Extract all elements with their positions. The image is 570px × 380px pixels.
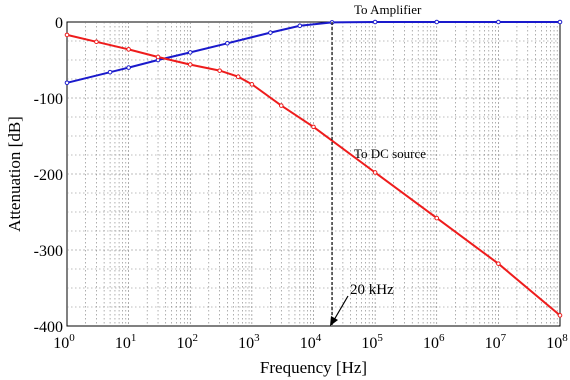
x-axis-label: Frequency [Hz] [260, 358, 367, 377]
amplifier-point [268, 30, 273, 35]
x-tick-exponent: 2 [193, 332, 199, 344]
x-tick-label: 100 [53, 332, 75, 352]
x-tick-label: 101 [115, 332, 137, 352]
x-tick-base: 10 [546, 335, 562, 352]
x-tick-base: 10 [485, 335, 501, 352]
label-to-amplifier: To Amplifier [354, 2, 422, 17]
dc-source-point [64, 32, 70, 38]
x-tick-base: 10 [177, 335, 193, 352]
x-tick-exponent: 0 [69, 332, 75, 344]
dc-source-point [155, 54, 161, 60]
arrow-head [330, 316, 338, 326]
x-tick-exponent: 6 [439, 332, 445, 344]
amplifier-point [434, 19, 440, 25]
amplifier-point [107, 69, 113, 75]
x-tick-exponent: 8 [562, 332, 568, 344]
dc-source-point [249, 82, 255, 87]
amplifier-point [64, 80, 70, 86]
dc-source-point [278, 103, 284, 108]
x-tick-label: 102 [177, 332, 199, 352]
dc-source-point [496, 261, 501, 266]
x-tick-exponent: 4 [316, 332, 322, 344]
dc-source-point [217, 68, 222, 73]
dc-source-point [235, 74, 241, 80]
label-to-dc-source: To DC source [354, 146, 426, 161]
x-tick-exponent: 3 [254, 332, 260, 344]
arrow-shaft [333, 295, 349, 321]
tick-labels: 100 101 102 103 104 105 106 107 1080-100-200-300… [34, 15, 569, 352]
grid [67, 22, 560, 326]
x-tick-base: 10 [115, 335, 131, 352]
x-tick-base: 10 [238, 335, 254, 352]
annotations: 20 kHz To Amplifier To DC source [330, 2, 426, 326]
x-tick-exponent: 5 [377, 332, 383, 344]
x-tick-label: 104 [300, 332, 322, 352]
x-tick-exponent: 7 [501, 332, 507, 344]
y-tick-label: -300 [34, 243, 63, 260]
amplifier-point [372, 19, 378, 25]
y-tick-label: -200 [34, 167, 63, 184]
amplifier-point [297, 23, 303, 29]
x-tick-base: 10 [53, 335, 69, 352]
x-tick-base: 10 [423, 335, 439, 352]
dc-source-point [187, 62, 193, 67]
amplifier-point [225, 40, 230, 46]
x-tick-base: 10 [361, 335, 377, 352]
x-tick-base: 10 [300, 335, 316, 352]
amplifier-point [496, 19, 501, 25]
dc-source-point [311, 124, 316, 130]
dc-source-point [126, 47, 131, 52]
amplifier-point [187, 50, 193, 55]
dc-source-point [372, 170, 378, 175]
x-tick-label: 106 [423, 332, 445, 352]
x-tick-exponent: 1 [131, 332, 137, 344]
y-tick-label: 0 [55, 15, 63, 32]
dc-source-point [94, 39, 99, 45]
dc-source-point [434, 215, 440, 221]
annotation-20khz: 20 kHz [350, 282, 394, 298]
x-tick-label: 108 [546, 332, 568, 352]
amplifier-point [557, 19, 563, 25]
y-axis-label: Attenuation [dB] [5, 116, 24, 232]
amplifier-point [126, 65, 131, 70]
dc-source-point [557, 313, 563, 318]
x-tick-label: 105 [361, 332, 383, 352]
y-tick-label: -400 [34, 319, 63, 336]
series-line-dc-source [66, 33, 561, 317]
y-tick-label: -100 [34, 91, 63, 108]
x-tick-label: 103 [238, 332, 260, 352]
x-tick-label: 107 [485, 332, 507, 352]
series-group [64, 19, 563, 318]
